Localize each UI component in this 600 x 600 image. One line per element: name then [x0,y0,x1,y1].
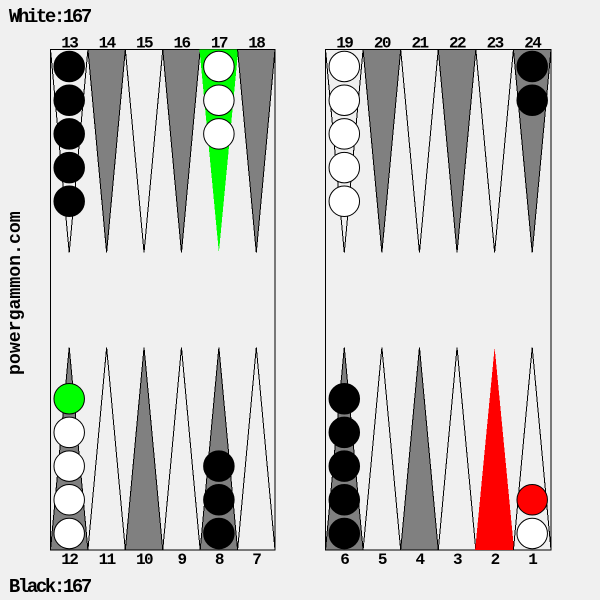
svg-text:powergammon.com: powergammon.com [6,211,26,375]
svg-text:21: 21 [411,35,428,53]
svg-text:15: 15 [136,35,153,53]
svg-text:23: 23 [487,35,504,53]
svg-text:13: 13 [61,35,78,53]
svg-text:6: 6 [340,551,349,569]
svg-text:20: 20 [374,35,391,53]
svg-text:19: 19 [336,35,353,53]
svg-text:18: 18 [248,35,265,53]
svg-text:3: 3 [453,551,462,569]
svg-text:14: 14 [99,35,117,53]
svg-text:11: 11 [99,551,116,569]
svg-text:2: 2 [491,551,500,569]
svg-text:10: 10 [136,551,153,569]
svg-text:1: 1 [528,551,537,569]
svg-text:17: 17 [211,35,228,53]
svg-text:5: 5 [378,551,387,569]
svg-text:9: 9 [177,551,186,569]
svg-text:22: 22 [449,35,466,53]
svg-text:7: 7 [252,551,261,569]
svg-text:4: 4 [415,551,425,569]
svg-text:16: 16 [173,35,190,53]
svg-text:12: 12 [61,551,78,569]
svg-text:Black:167: Black:167 [9,576,92,598]
svg-text:24: 24 [524,35,542,53]
svg-text:White:167: White:167 [9,6,92,28]
svg-text:8: 8 [215,551,224,569]
